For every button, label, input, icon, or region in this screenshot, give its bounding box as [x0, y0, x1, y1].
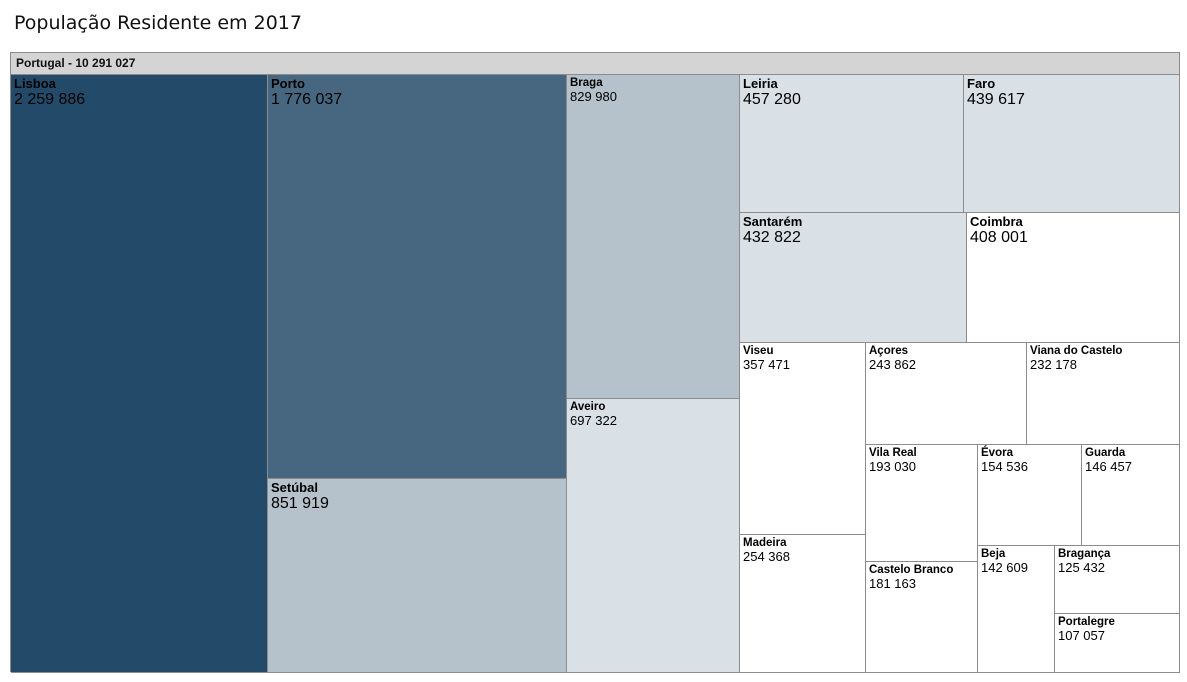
treemap-tile[interactable]: Braga 829 980: [567, 75, 740, 399]
tile-label: Lisboa: [14, 76, 56, 91]
treemap: Portugal - 10 291 027 Lisboa 2 259 886 Por…: [10, 52, 1180, 673]
treemap-root-header[interactable]: Portugal - 10 291 027: [11, 53, 1179, 75]
tile-value: 2 259 886: [14, 91, 86, 109]
tile-value: 697 322: [570, 412, 617, 428]
tile-value: 457 280: [743, 91, 801, 109]
tile-value: 829 980: [570, 88, 617, 104]
treemap-tile[interactable]: Castelo Branco 181 163: [866, 562, 978, 673]
treemap-tile[interactable]: Lisboa 2 259 886: [11, 75, 268, 673]
tile-label: Bragança: [1058, 548, 1111, 560]
tile-label: Aveiro: [570, 401, 606, 413]
tile-value: 232 178: [1030, 356, 1077, 372]
tile-label: Leiria: [743, 76, 778, 91]
treemap-tile[interactable]: Porto 1 776 037: [268, 75, 567, 479]
tile-value: 254 368: [743, 548, 790, 564]
treemap-tile[interactable]: Viseu 357 471: [740, 343, 866, 535]
treemap-tile[interactable]: Portalegre 107 057: [1055, 614, 1180, 673]
tile-value: 181 163: [869, 575, 916, 591]
tile-label: Vila Real: [869, 447, 917, 459]
treemap-tile[interactable]: Açores 243 862: [866, 343, 1027, 445]
tile-value: 1 776 037: [271, 91, 343, 109]
tile-label: Santarém: [743, 214, 803, 229]
tile-label: Madeira: [743, 537, 787, 549]
tile-label: Viana do Castelo: [1030, 345, 1123, 357]
treemap-tile[interactable]: Beja 142 609: [978, 546, 1055, 673]
treemap-tile[interactable]: Bragança 125 432: [1055, 546, 1180, 614]
treemap-tile[interactable]: Setúbal 851 919: [268, 479, 567, 673]
tile-value: 193 030: [869, 458, 916, 474]
tile-label: Castelo Branco: [869, 564, 954, 576]
tile-value: 107 057: [1058, 627, 1105, 643]
tile-value: 243 862: [869, 356, 916, 372]
tile-label: Braga: [570, 77, 603, 89]
tile-label: Viseu: [743, 345, 774, 357]
treemap-tile[interactable]: Aveiro 697 322: [567, 399, 740, 673]
tile-label: Porto: [271, 76, 305, 91]
tile-value: 432 822: [743, 229, 801, 247]
tile-label: Setúbal: [271, 480, 318, 495]
tile-label: Faro: [967, 76, 996, 91]
treemap-tile[interactable]: Viana do Castelo 232 178: [1027, 343, 1180, 445]
tile-label: Évora: [981, 447, 1013, 459]
chart-title: População Residente em 2017: [14, 12, 302, 34]
tile-value: 439 617: [967, 91, 1025, 109]
tile-value: 408 001: [970, 229, 1028, 247]
treemap-tile[interactable]: Guarda 146 457: [1082, 445, 1180, 546]
treemap-tile[interactable]: Vila Real 193 030: [866, 445, 978, 562]
tile-value: 357 471: [743, 356, 790, 372]
treemap-tile[interactable]: Leiria 457 280: [740, 75, 964, 213]
tile-label: Guarda: [1085, 447, 1126, 459]
tile-value: 154 536: [981, 458, 1028, 474]
tile-value: 125 432: [1058, 559, 1105, 575]
tile-value: 146 457: [1085, 458, 1132, 474]
tile-value: 142 609: [981, 559, 1028, 575]
treemap-tile[interactable]: Santarém 432 822: [740, 213, 967, 343]
treemap-tile[interactable]: Coimbra 408 001: [967, 213, 1180, 343]
tile-label: Açores: [869, 345, 908, 357]
tile-label: Portalegre: [1058, 616, 1115, 628]
treemap-tile[interactable]: Faro 439 617: [964, 75, 1180, 213]
tile-label: Beja: [981, 548, 1006, 560]
treemap-tile[interactable]: Madeira 254 368: [740, 535, 866, 673]
tile-label: Coimbra: [970, 214, 1023, 229]
tile-value: 851 919: [271, 495, 329, 513]
treemap-tile[interactable]: Évora 154 536: [978, 445, 1082, 546]
